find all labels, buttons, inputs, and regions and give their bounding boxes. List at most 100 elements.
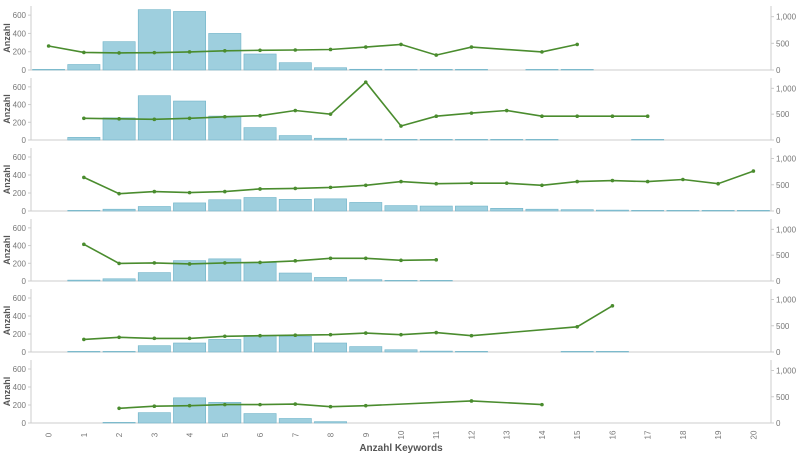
line-point (117, 51, 121, 55)
bar (419, 139, 453, 141)
bar (102, 117, 136, 141)
bar (173, 397, 206, 424)
line-point (223, 334, 227, 339)
left-tick-label: 400 (13, 29, 27, 38)
line-point (293, 259, 298, 263)
x-tick-label: 11 (432, 430, 441, 439)
line-point (645, 114, 650, 119)
line-point (223, 261, 227, 265)
right-tick-label: 500 (776, 181, 790, 190)
left-axis-title: Anzahl (2, 235, 12, 265)
bar (137, 272, 171, 282)
right-tick-label: 500 (776, 393, 790, 402)
line-point (152, 117, 157, 122)
right-tick-label: 0 (776, 207, 781, 216)
line-point (187, 50, 192, 54)
bar (67, 279, 101, 282)
line-point (187, 262, 192, 266)
line-point (469, 45, 474, 49)
line-point (293, 108, 298, 113)
bar (67, 351, 101, 353)
bar (208, 115, 242, 141)
line-point (82, 337, 86, 342)
line-point (293, 48, 298, 52)
left-tick-label: 0 (22, 348, 27, 357)
bar (384, 349, 418, 353)
line-point (258, 187, 262, 191)
x-tick-label: 4 (186, 432, 195, 437)
bar (278, 135, 312, 141)
bar (455, 351, 488, 353)
line-point (82, 175, 86, 180)
line-point (399, 124, 403, 128)
line-point (117, 335, 121, 340)
line-point (363, 183, 368, 188)
line-point (751, 169, 756, 173)
bar (384, 280, 418, 282)
line-point (82, 116, 86, 121)
line-point (363, 256, 368, 261)
line-point (293, 333, 298, 338)
x-tick-label: 0 (45, 432, 54, 437)
bar (631, 210, 665, 212)
line-point (610, 304, 615, 308)
line-point (258, 402, 262, 407)
bar (525, 69, 559, 71)
bar (102, 351, 136, 353)
line-point (258, 260, 262, 265)
left-tick-label: 200 (13, 118, 27, 127)
left-axis-title: Anzahl (2, 94, 12, 124)
right-tick-label: 1,000 (776, 84, 797, 93)
bar (560, 351, 594, 353)
line-point (575, 42, 579, 47)
x-tick-label: 9 (362, 432, 371, 437)
right-tick-label: 0 (776, 348, 781, 357)
line-point (469, 181, 474, 185)
bar (208, 258, 242, 282)
bar (243, 127, 277, 141)
left-tick-label: 600 (13, 294, 27, 303)
right-tick-label: 1,000 (776, 155, 797, 164)
series-line (83, 305, 613, 341)
line-point (82, 242, 86, 247)
x-tick-label: 5 (221, 432, 230, 437)
left-tick-label: 400 (13, 101, 27, 110)
line-point (293, 186, 298, 191)
bar (173, 260, 206, 282)
line-point (363, 80, 368, 84)
line-point (434, 181, 439, 186)
panel-4: 0 200 400 600 0 500 1,000 Anzahl (2, 219, 797, 286)
right-tick-label: 0 (776, 66, 781, 75)
line-point (540, 183, 544, 188)
right-tick-label: 500 (776, 39, 790, 48)
bar (314, 421, 347, 424)
right-tick-label: 1,000 (776, 296, 797, 305)
line-point (540, 114, 544, 119)
right-tick-label: 1,000 (776, 225, 797, 234)
left-axis-title: Anzahl (2, 306, 12, 336)
line-point (540, 402, 544, 407)
x-axis-title: Anzahl Keywords (359, 443, 443, 454)
bar (314, 277, 347, 282)
bar (137, 206, 171, 212)
bar (701, 210, 735, 212)
left-tick-label: 400 (13, 171, 27, 180)
bar (173, 202, 206, 212)
bar (67, 64, 101, 71)
x-tick-label: 18 (679, 430, 688, 439)
bar (419, 350, 453, 353)
bar (314, 342, 347, 353)
x-tick-label: 13 (503, 430, 512, 439)
bar (419, 69, 453, 71)
left-tick-label: 0 (22, 66, 27, 75)
bar (560, 209, 594, 212)
line-point (328, 47, 333, 52)
bar (32, 69, 66, 71)
line-point (434, 114, 439, 119)
line-point (117, 117, 121, 121)
bar (278, 418, 312, 424)
right-tick-label: 500 (776, 251, 790, 260)
left-axis-title: Anzahl (2, 165, 12, 195)
line-point (363, 331, 368, 335)
